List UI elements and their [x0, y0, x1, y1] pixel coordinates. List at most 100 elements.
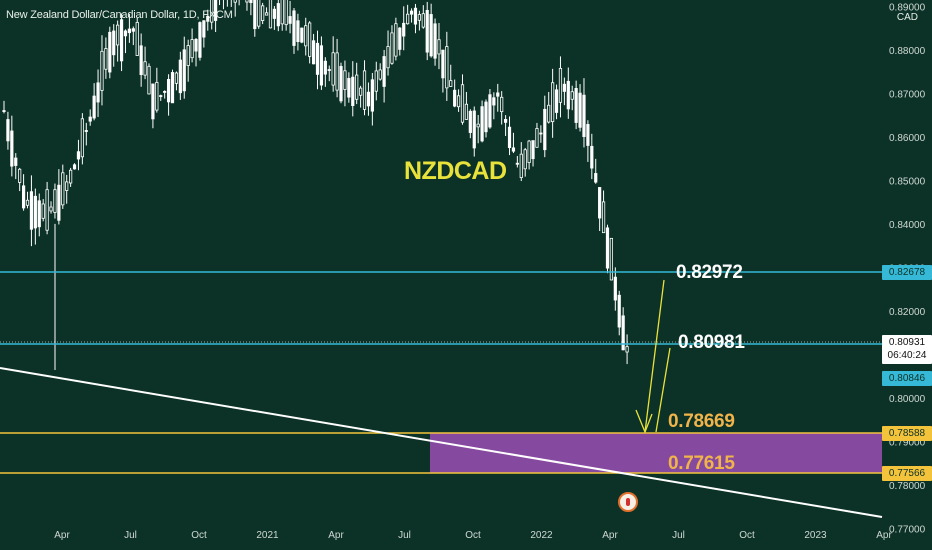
candle-body: [433, 23, 437, 59]
candle-body: [10, 130, 14, 167]
candle-body: [445, 46, 449, 89]
candle-body: [578, 92, 582, 128]
candle-body: [123, 30, 128, 37]
candle-body: [594, 173, 598, 183]
candle-body: [476, 123, 480, 128]
current-price-value: 0.80931: [888, 337, 926, 348]
price-tick-label: 0.85000: [889, 176, 926, 187]
candle-body: [613, 276, 617, 301]
candle-body: [80, 118, 84, 158]
candle-body: [2, 110, 6, 112]
candle-body: [202, 20, 206, 38]
candle-body: [108, 31, 112, 73]
candle-body: [14, 157, 18, 166]
candle-body: [296, 20, 300, 42]
candle-body: [127, 28, 131, 34]
price-tick-label: 0.78000: [889, 481, 926, 492]
price-tag-current: 0.80931 06:40:24: [882, 335, 932, 364]
candle-body: [574, 88, 578, 123]
price-tag-gold-upper: 0.78588: [882, 426, 932, 441]
candle-body: [601, 201, 606, 234]
price-tick-label: 0.88000: [889, 46, 926, 57]
candle-body: [488, 94, 492, 128]
candle-body: [598, 187, 602, 219]
candle-body: [261, 5, 265, 21]
time-tick-label: Jul: [398, 530, 411, 541]
candle-body: [453, 89, 457, 107]
candle-body: [315, 42, 320, 75]
candle-body: [147, 65, 151, 95]
candle-body: [57, 184, 61, 221]
candle-body: [347, 78, 351, 98]
candle-body: [503, 119, 508, 123]
candle-body: [402, 22, 406, 37]
candle-body: [264, 12, 269, 16]
candle-body: [547, 104, 551, 123]
candle-body: [253, 0, 257, 30]
time-tick-label: 2021: [256, 530, 279, 541]
candle-body: [159, 95, 163, 97]
candle-body: [519, 153, 523, 178]
candle-body: [178, 59, 182, 94]
candle-body: [351, 76, 355, 106]
time-tick-label: Oct: [465, 530, 481, 541]
candle-body: [210, 0, 214, 23]
candle-body: [214, 0, 218, 21]
candle-body: [49, 206, 53, 212]
candle-body: [304, 25, 308, 47]
candle-body: [511, 147, 516, 152]
candle-body: [257, 0, 261, 27]
candle-body: [88, 116, 92, 122]
candle-body: [116, 24, 120, 46]
candle-body: [100, 50, 104, 91]
chart-symbol-title: New Zealand Dollar/Canadian Dollar, 1D, …: [6, 9, 233, 21]
candle-body: [449, 80, 453, 87]
candle-body: [617, 294, 621, 328]
bar-countdown: 06:40:24: [887, 350, 927, 361]
candle-body: [96, 82, 100, 103]
time-tick-label: Oct: [191, 530, 207, 541]
candle-body: [437, 39, 441, 55]
candle-body: [429, 14, 433, 57]
candle-body: [539, 132, 543, 135]
candle-body: [69, 169, 73, 184]
candle-body: [480, 106, 484, 142]
price-tick-label: 0.87000: [889, 89, 926, 100]
candle-body: [245, 0, 249, 3]
candle-body: [119, 19, 124, 62]
projection-line-2: [655, 347, 671, 433]
candle-body: [554, 89, 559, 113]
candles-series: [2, 0, 629, 370]
price-tick-label: 0.84000: [889, 220, 926, 231]
price-tick-label: 0.79000: [889, 437, 926, 448]
candle-body: [29, 191, 34, 230]
candle-body: [41, 203, 45, 219]
candle-body: [170, 72, 175, 104]
candle-body: [500, 96, 504, 113]
candle-body: [311, 40, 316, 65]
candle-body: [359, 87, 363, 96]
candle-body: [535, 128, 539, 148]
candle-body: [272, 8, 276, 19]
candle-body: [355, 74, 359, 100]
candle-body: [182, 49, 186, 92]
candle-body: [496, 92, 500, 97]
candle-body: [174, 72, 179, 84]
candle-body: [268, 0, 273, 29]
candle-body: [398, 27, 402, 50]
price-tick-label: 0.80000: [889, 394, 926, 405]
candle-body: [53, 189, 57, 213]
price-tick-label: 0.82000: [889, 307, 926, 318]
canada-flag-icon[interactable]: [618, 492, 638, 512]
candle-body: [460, 84, 465, 123]
time-axis-labels[interactable]: Apr Jul Oct 2021 Apr Jul Oct 2022 Apr Jul Oct 2023 A…: [54, 530, 892, 541]
candle-body: [625, 346, 629, 353]
candle-body: [18, 168, 22, 183]
candle-body: [472, 110, 476, 149]
candle-body: [186, 45, 190, 66]
candle-body: [292, 10, 296, 46]
candle-body: [409, 10, 414, 15]
time-tick-label: Apr: [876, 530, 892, 541]
candle-body: [531, 140, 535, 160]
